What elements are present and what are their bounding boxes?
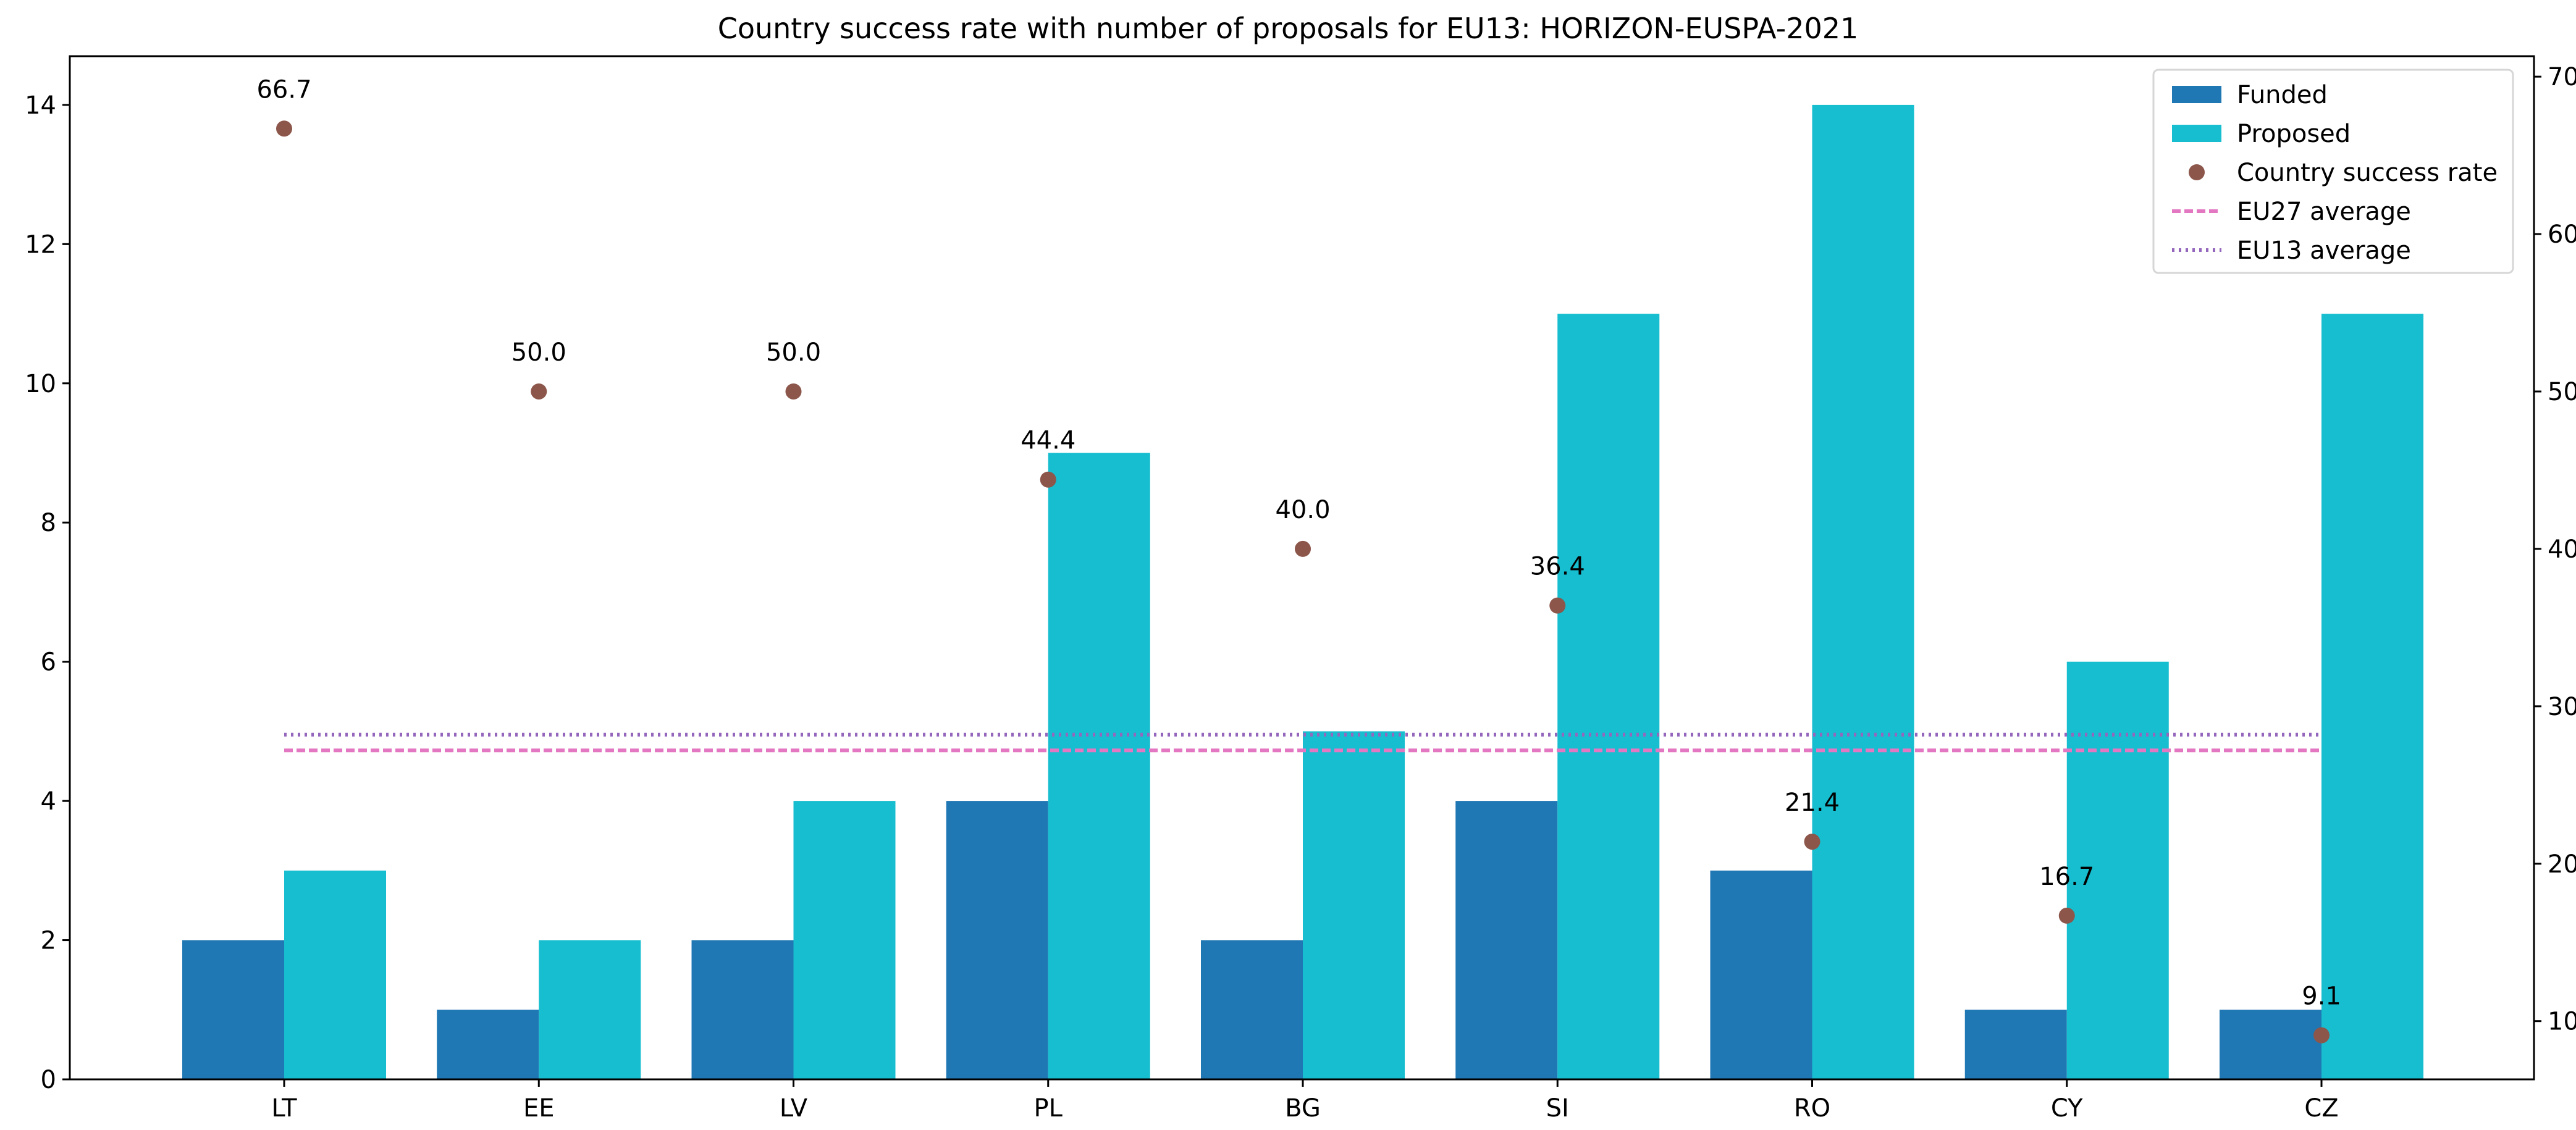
- bar-proposed-ee: [539, 940, 641, 1079]
- success-rate-point-ro: [1804, 834, 1820, 850]
- bar-proposed-lv: [793, 801, 896, 1079]
- bar-funded-bg: [1201, 940, 1303, 1079]
- legend: Funded Proposed Country success rate EU27 a…: [2152, 69, 2514, 274]
- success-rate-label-lv: 50.0: [766, 338, 821, 367]
- success-rate-point-cz: [2313, 1027, 2330, 1044]
- y-left-tick-label: 8: [41, 509, 56, 537]
- bar-funded-ee: [437, 1010, 539, 1079]
- legend-label-eu13-average: EU13 average: [2237, 236, 2411, 265]
- x-tick-label-ee: EE: [523, 1094, 555, 1123]
- success-rate-label-ro: 21.4: [1785, 789, 1840, 817]
- y-left-tick-label: 6: [41, 648, 56, 677]
- bar-funded-lv: [691, 940, 794, 1079]
- legend-swatch-funded: [2172, 86, 2221, 103]
- legend-label-country-success-rate: Country success rate: [2237, 159, 2498, 187]
- bar-proposed-pl: [1048, 453, 1150, 1079]
- legend-swatch-proposed: [2172, 125, 2221, 142]
- y-right-tick-label: 70: [2548, 63, 2576, 91]
- y-left-tick-label: 14: [25, 91, 56, 120]
- y-right-tick-label: 20: [2548, 850, 2576, 879]
- y-right-tick-label: 40: [2548, 535, 2576, 564]
- y-right-tick-label: 50: [2548, 378, 2576, 406]
- success-rate-label-lt: 66.7: [256, 75, 311, 104]
- y-left-tick-label: 10: [25, 370, 56, 398]
- bar-funded-lt: [182, 940, 284, 1079]
- success-rate-label-cy: 16.7: [2039, 863, 2094, 891]
- legend-label-funded: Funded: [2237, 81, 2328, 109]
- y-left-tick-label: 12: [25, 230, 56, 259]
- y-left-tick-label: 0: [41, 1066, 56, 1094]
- bar-proposed-bg: [1303, 731, 1405, 1079]
- y-right-tick-label: 60: [2548, 220, 2576, 249]
- axes: 0 2 4 6 8 10 12 14 10 20 30 40 50 60 70 LT EE LV PL BG SI RO C…: [25, 55, 2576, 1123]
- legend-swatch-country-success-rate: [2189, 164, 2205, 180]
- legend-label-proposed: Proposed: [2237, 120, 2351, 148]
- legend-label-eu27-average: EU27 average: [2237, 198, 2411, 226]
- x-tick-label-cy: CY: [2051, 1094, 2083, 1123]
- success-rate-label-pl: 44.4: [1021, 427, 1075, 455]
- success-rate-point-cy: [2058, 907, 2075, 924]
- success-rate-label-si: 36.4: [1530, 553, 1585, 581]
- success-rate-label-bg: 40.0: [1275, 496, 1330, 524]
- success-rate-point-ee: [531, 383, 547, 400]
- legend-box: [2152, 69, 2514, 274]
- x-tick-label-lt: LT: [271, 1094, 297, 1123]
- y-right-tick-label: 10: [2548, 1008, 2576, 1036]
- bar-proposed-si: [1557, 314, 1660, 1080]
- y-right-tick-label: 30: [2548, 693, 2576, 721]
- bar-funded-cy: [1964, 1010, 2067, 1079]
- bar-proposed-ro: [1812, 104, 1914, 1079]
- bar-proposed-lt: [284, 870, 386, 1079]
- success-rate-point-bg: [1295, 540, 1311, 557]
- x-tick-label-bg: BG: [1285, 1094, 1321, 1123]
- success-rate-point-si: [1549, 597, 1566, 614]
- success-rate-label-ee: 50.0: [511, 338, 566, 367]
- bar-funded-pl: [946, 801, 1048, 1079]
- plot-area: 66.7 50.0 50.0 44.4 40.0 36.4 21.4 16.7 9.1: [182, 75, 2423, 1080]
- chart-title: Country success rate with number of prop…: [718, 12, 1859, 45]
- x-tick-label-ro: RO: [1794, 1094, 1830, 1123]
- bar-proposed-cy: [2066, 661, 2169, 1079]
- success-rate-label-cz: 9.1: [2302, 982, 2341, 1011]
- bar-funded-si: [1455, 801, 1558, 1079]
- x-tick-label-lv: LV: [780, 1094, 808, 1123]
- success-rate-point-lv: [785, 383, 802, 400]
- success-rate-point-lt: [276, 120, 292, 137]
- y-left-tick-label: 2: [41, 927, 56, 955]
- y-left-tick-label: 4: [41, 787, 56, 816]
- bar-funded-cz: [2220, 1010, 2321, 1079]
- x-tick-label-pl: PL: [1034, 1094, 1063, 1123]
- bar-proposed-cz: [2321, 314, 2423, 1080]
- bar-funded-ro: [1710, 870, 1812, 1079]
- x-tick-label-si: SI: [1546, 1094, 1569, 1123]
- success-rate-point-pl: [1040, 471, 1056, 488]
- x-tick-label-cz: CZ: [2304, 1094, 2338, 1123]
